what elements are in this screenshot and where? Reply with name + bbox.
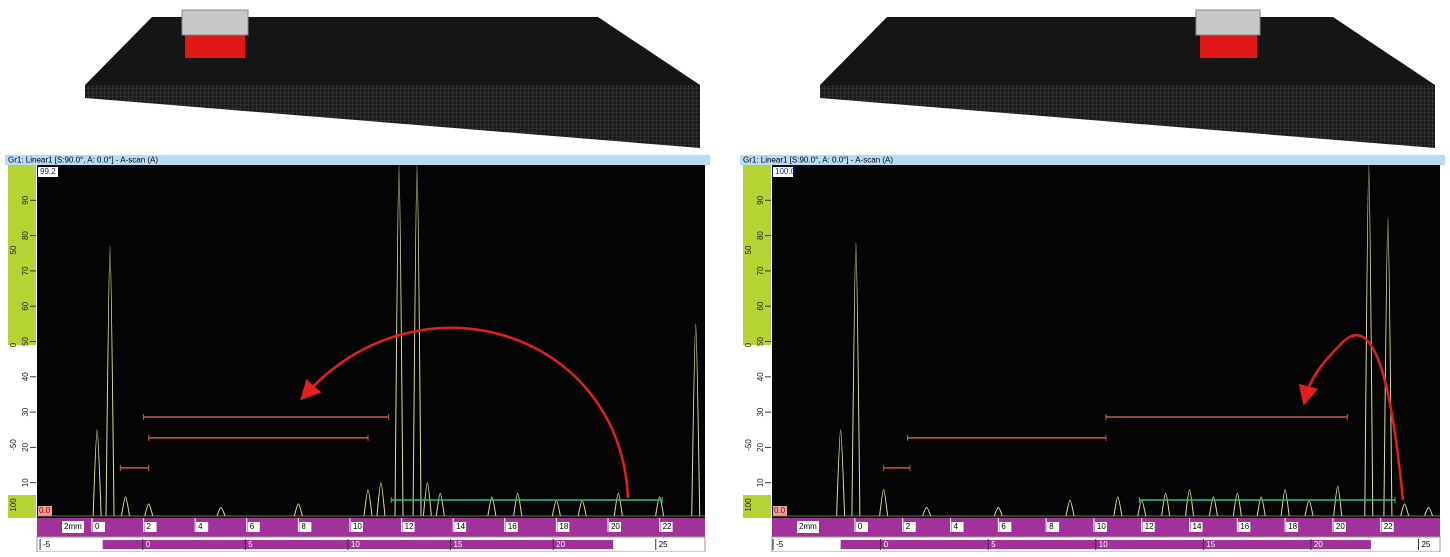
page: Gr1: Linear1 [S:90.0°, A: 0.0°] - A-scan… — [0, 0, 1450, 557]
x-tick-label: 14 — [1193, 522, 1202, 531]
x2-tick-label: 10 — [1099, 540, 1108, 549]
panels: Gr1: Linear1 [S:90.0°, A: 0.0°] - A-scan… — [5, 155, 1445, 552]
amp-tick-label: 10 — [756, 478, 765, 487]
x-ruler — [37, 518, 705, 537]
amp-tick-label: 80 — [756, 231, 765, 240]
x-tick-label: 4 — [198, 522, 203, 531]
screen: Gr1: Linear1 [S:90.0°, A: 0.0°] - A-scan… — [0, 0, 1450, 552]
x2-tick-label: -5 — [776, 540, 784, 549]
amp-tick-label: 20 — [756, 442, 765, 451]
floor-readout: 0.0 — [774, 506, 786, 515]
amp-tick-label: 60 — [21, 301, 30, 310]
amp-ruler2-label: 0 — [9, 342, 18, 347]
x-tick-label: 2 — [906, 522, 911, 531]
window-title: Gr1: Linear1 [S:90.0°, A: 0.0°] - A-scan… — [8, 156, 158, 165]
ascan-window: Gr1: Linear1 [S:90.0°, A: 0.0°] - A-scan… — [740, 155, 1445, 552]
unit-label: 2mm — [64, 522, 82, 531]
amp-ruler2-label: 100 — [744, 498, 753, 512]
x2-tick-label: 15 — [454, 540, 463, 549]
plate-right — [820, 10, 1435, 148]
x2-tick-label: 0 — [146, 540, 151, 549]
amp-tick-label: 50 — [21, 337, 30, 346]
x2-tick-label: 5 — [248, 540, 253, 549]
x-tick-label: 18 — [1288, 522, 1297, 531]
x-tick-label: 12 — [405, 522, 414, 531]
amp-tick-label: 90 — [756, 195, 765, 204]
x2-tick-label: 5 — [991, 540, 996, 549]
amp-ruler2-label: 100 — [9, 498, 18, 512]
amp-tick-label: 50 — [756, 337, 765, 346]
x-tick-label: 14 — [456, 522, 465, 531]
x-tick-label: 0 — [858, 522, 863, 531]
x2-tick-label: 20 — [556, 540, 565, 549]
unit-label: 2mm — [799, 522, 817, 531]
amp-ruler2-label: -50 — [744, 439, 753, 451]
x-tick-label: 6 — [1001, 522, 1006, 531]
readout: 100.0 — [775, 167, 796, 176]
amp-tick-label: 90 — [21, 195, 30, 204]
x-tick-label: 0 — [95, 522, 100, 531]
amp-ruler — [743, 345, 771, 518]
plate-left — [85, 10, 700, 148]
x2-tick-label: 0 — [884, 540, 889, 549]
x2-tick-label: -5 — [43, 540, 51, 549]
x-tick-label: 10 — [353, 522, 362, 531]
x-tick-label: 2 — [147, 522, 152, 531]
amp-tick-label: 10 — [21, 478, 30, 487]
amp-tick-label: 60 — [756, 301, 765, 310]
amp-ruler2-label: 50 — [744, 245, 753, 254]
amp-ruler — [8, 345, 36, 518]
x2-tick-label: 10 — [351, 540, 360, 549]
plot-area — [37, 165, 705, 518]
x-tick-label: 8 — [301, 522, 306, 531]
x-tick-label: 16 — [508, 522, 517, 531]
x-tick-label: 10 — [1097, 522, 1106, 531]
x-tick-label: 8 — [1049, 522, 1054, 531]
x2-tick-label: 25 — [1421, 540, 1430, 549]
x2-tick-label: 15 — [1206, 540, 1215, 549]
amp-tick-label: 30 — [756, 407, 765, 416]
amp-tick-label: 70 — [756, 266, 765, 275]
x-tick-label: 22 — [1384, 522, 1393, 531]
window-title: Gr1: Linear1 [S:90.0°, A: 0.0°] - A-scan… — [743, 156, 893, 165]
x-tick-label: 18 — [559, 522, 568, 531]
amp-ruler2-label: -50 — [9, 439, 18, 451]
amp-tick-label: 80 — [21, 231, 30, 240]
amp-tick-label: 20 — [21, 442, 30, 451]
x-tick-label: 6 — [250, 522, 255, 531]
floor-readout: 0.0 — [39, 506, 51, 515]
plot-area — [772, 165, 1440, 518]
x2-tick-label: 25 — [659, 540, 668, 549]
amp-ruler2-label: 0 — [744, 342, 753, 347]
amp-tick-label: 70 — [21, 266, 30, 275]
readout: 99.2 — [40, 167, 56, 176]
amp-tick-label: 30 — [21, 407, 30, 416]
x-tick-label: 16 — [1240, 522, 1249, 531]
amp-tick-label: 40 — [756, 372, 765, 381]
amp-ruler2-label: 50 — [9, 245, 18, 254]
x-tick-label: 4 — [954, 522, 959, 531]
amp-tick-label: 40 — [21, 372, 30, 381]
x-tick-label: 20 — [611, 522, 620, 531]
x2-tick-label: 20 — [1314, 540, 1323, 549]
x-tick-label: 12 — [1145, 522, 1154, 531]
x-tick-label: 22 — [663, 522, 672, 531]
x-tick-label: 20 — [1336, 522, 1345, 531]
